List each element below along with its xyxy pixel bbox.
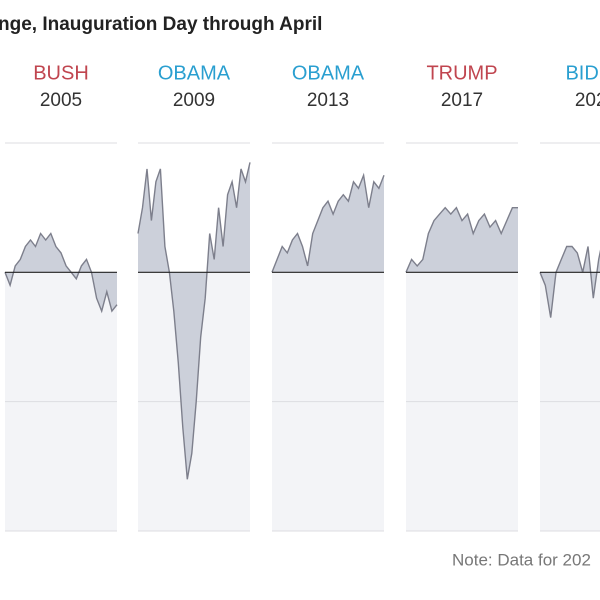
panel-title: OBAMA bbox=[158, 62, 231, 84]
panel-title: TRUMP bbox=[426, 62, 497, 84]
panel-year: 2017 bbox=[441, 90, 483, 111]
panel-year: 2013 bbox=[307, 90, 349, 111]
series-line bbox=[4, 232, 118, 314]
panel-year: 2009 bbox=[173, 90, 215, 111]
panel-title: BIDEN bbox=[565, 62, 600, 84]
series-line bbox=[271, 172, 385, 273]
area-fill bbox=[272, 175, 384, 273]
area-fill bbox=[406, 207, 518, 273]
chart-title: nge, Inauguration Day through April bbox=[0, 14, 322, 35]
series-line bbox=[137, 162, 251, 480]
series-line bbox=[539, 245, 600, 318]
panel-year: 2005 bbox=[40, 90, 82, 111]
panel-year: 2021 bbox=[575, 90, 600, 111]
panel-title: BUSH bbox=[33, 62, 89, 84]
panel-title: OBAMA bbox=[292, 62, 365, 84]
series-line bbox=[405, 206, 518, 273]
note: Note: Data for 202 bbox=[452, 550, 591, 569]
